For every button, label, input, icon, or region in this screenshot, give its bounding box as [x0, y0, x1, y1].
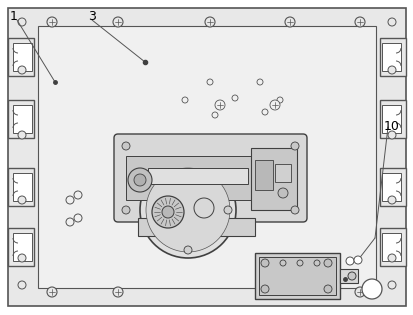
- Circle shape: [345, 257, 353, 265]
- Bar: [8, 168, 34, 206]
- Circle shape: [214, 100, 224, 110]
- Circle shape: [113, 287, 123, 297]
- Bar: [259, 257, 335, 295]
- Circle shape: [194, 198, 214, 218]
- Circle shape: [256, 79, 262, 85]
- Circle shape: [128, 168, 152, 192]
- Circle shape: [18, 66, 26, 74]
- Circle shape: [260, 285, 268, 293]
- Bar: [339, 269, 357, 283]
- Circle shape: [206, 79, 212, 85]
- Circle shape: [323, 285, 331, 293]
- Circle shape: [353, 256, 361, 264]
- Circle shape: [361, 279, 381, 299]
- Bar: [381, 43, 400, 71]
- Circle shape: [152, 196, 183, 228]
- Circle shape: [74, 191, 82, 199]
- Bar: [274, 164, 290, 182]
- Bar: [13, 43, 32, 71]
- Circle shape: [146, 168, 230, 252]
- Bar: [8, 38, 34, 76]
- Circle shape: [18, 131, 26, 139]
- Circle shape: [347, 272, 355, 280]
- Bar: [13, 233, 32, 261]
- Circle shape: [290, 142, 298, 150]
- Circle shape: [113, 17, 123, 27]
- Text: 10: 10: [383, 121, 399, 134]
- Bar: [379, 228, 405, 266]
- Bar: [381, 233, 400, 261]
- FancyBboxPatch shape: [114, 134, 306, 222]
- Circle shape: [204, 17, 214, 27]
- Circle shape: [387, 254, 395, 262]
- Circle shape: [354, 287, 364, 297]
- Bar: [379, 168, 405, 206]
- Circle shape: [66, 218, 74, 226]
- Circle shape: [260, 259, 268, 267]
- Bar: [126, 156, 294, 200]
- Text: 3: 3: [88, 10, 96, 23]
- Circle shape: [387, 131, 395, 139]
- Circle shape: [140, 162, 235, 258]
- Circle shape: [47, 287, 57, 297]
- Circle shape: [290, 206, 298, 214]
- Circle shape: [231, 95, 237, 101]
- Circle shape: [18, 196, 26, 204]
- Circle shape: [387, 196, 395, 204]
- Circle shape: [387, 18, 395, 26]
- Circle shape: [182, 97, 188, 103]
- Circle shape: [18, 18, 26, 26]
- Circle shape: [74, 214, 82, 222]
- Text: 1: 1: [10, 10, 18, 23]
- Bar: [138, 218, 254, 236]
- Bar: [8, 100, 34, 138]
- Circle shape: [269, 100, 279, 110]
- Bar: [254, 253, 339, 299]
- Circle shape: [323, 259, 331, 267]
- Bar: [379, 100, 405, 138]
- Bar: [147, 168, 247, 184]
- Bar: [250, 148, 296, 210]
- Circle shape: [211, 112, 218, 118]
- Circle shape: [161, 206, 173, 218]
- Circle shape: [261, 109, 267, 115]
- Bar: [13, 105, 32, 133]
- Circle shape: [122, 142, 130, 150]
- Circle shape: [354, 17, 364, 27]
- Circle shape: [296, 260, 302, 266]
- Circle shape: [284, 287, 294, 297]
- Circle shape: [284, 17, 294, 27]
- Bar: [381, 105, 400, 133]
- Circle shape: [183, 246, 192, 254]
- Circle shape: [387, 66, 395, 74]
- Circle shape: [277, 188, 287, 198]
- Circle shape: [279, 260, 285, 266]
- Circle shape: [313, 260, 319, 266]
- Bar: [13, 173, 32, 201]
- Circle shape: [276, 97, 282, 103]
- Circle shape: [47, 17, 57, 27]
- Circle shape: [134, 174, 146, 186]
- Circle shape: [18, 281, 26, 289]
- Bar: [8, 228, 34, 266]
- Bar: [254, 160, 272, 190]
- Bar: [381, 173, 400, 201]
- Circle shape: [122, 206, 130, 214]
- Circle shape: [223, 206, 231, 214]
- Bar: [379, 38, 405, 76]
- Circle shape: [66, 196, 74, 204]
- Bar: [38, 26, 375, 288]
- Circle shape: [18, 254, 26, 262]
- Circle shape: [387, 281, 395, 289]
